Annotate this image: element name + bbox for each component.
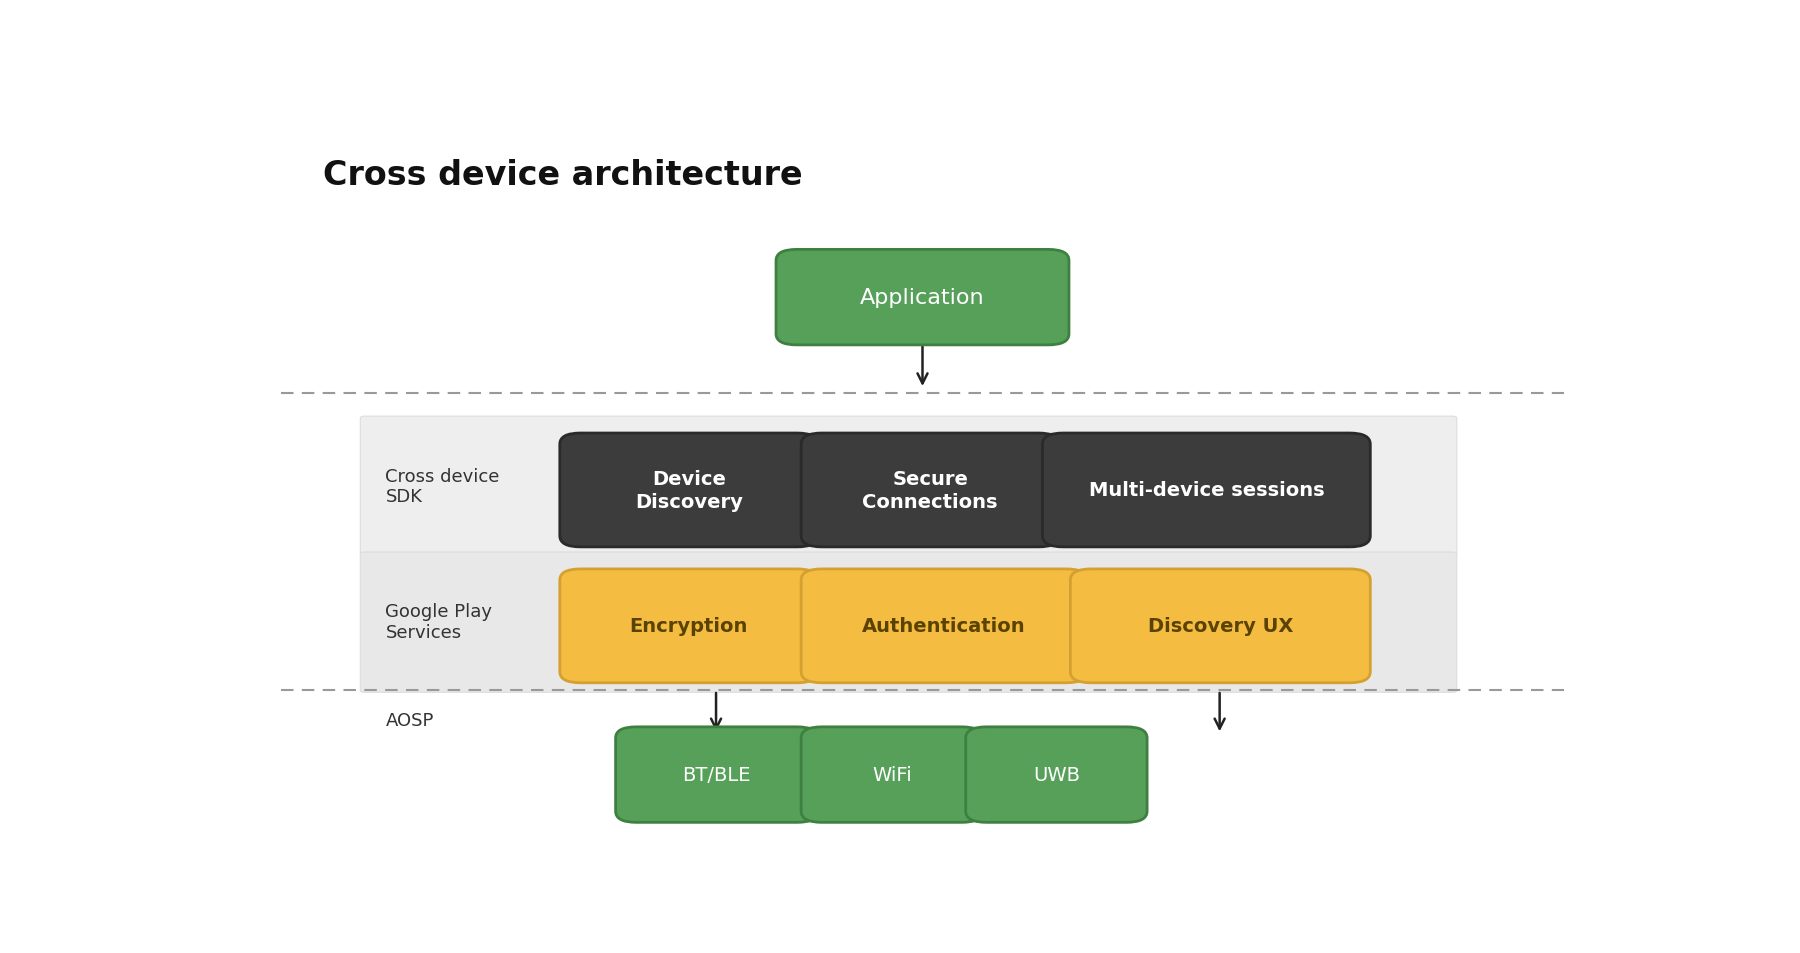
FancyBboxPatch shape [801,434,1058,547]
FancyBboxPatch shape [801,569,1087,683]
Text: WiFi: WiFi [871,765,911,784]
Text: Device
Discovery: Device Discovery [635,469,743,512]
FancyBboxPatch shape [1071,569,1370,683]
Text: Cross device architecture: Cross device architecture [322,158,803,192]
Text: Application: Application [860,288,985,308]
Text: Discovery UX: Discovery UX [1148,617,1292,636]
FancyBboxPatch shape [616,727,817,822]
FancyBboxPatch shape [360,416,1456,557]
FancyBboxPatch shape [560,434,817,547]
Text: BT/BLE: BT/BLE [682,765,751,784]
Text: Cross device
SDK: Cross device SDK [385,467,500,506]
Text: AOSP: AOSP [385,711,434,729]
Text: UWB: UWB [1033,765,1080,784]
Text: Secure
Connections: Secure Connections [862,469,997,512]
Text: Encryption: Encryption [630,617,749,636]
FancyBboxPatch shape [967,727,1147,822]
FancyBboxPatch shape [776,250,1069,346]
FancyBboxPatch shape [801,727,983,822]
FancyBboxPatch shape [1042,434,1370,547]
Text: Multi-device sessions: Multi-device sessions [1089,481,1325,500]
FancyBboxPatch shape [560,569,817,683]
FancyBboxPatch shape [360,553,1456,693]
Text: Google Play
Services: Google Play Services [385,603,493,641]
Text: Authentication: Authentication [862,617,1026,636]
